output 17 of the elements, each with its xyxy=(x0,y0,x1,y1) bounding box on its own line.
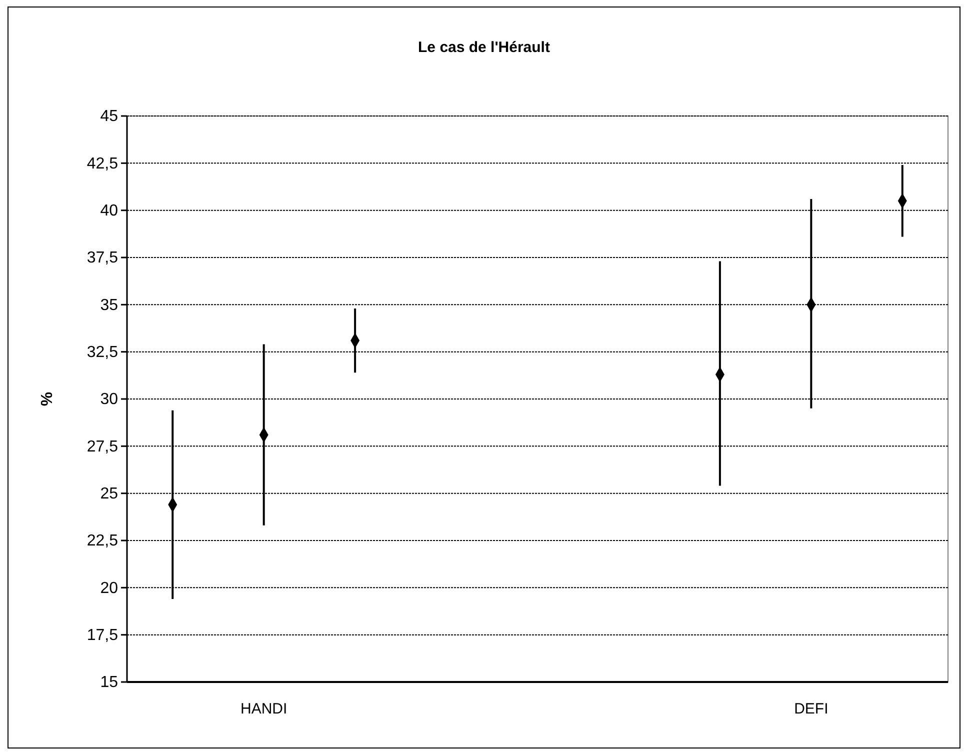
y-tick-label: 22,5 xyxy=(86,532,118,550)
y-tick-label: 30 xyxy=(100,391,118,408)
x-tick-label: DEFI xyxy=(794,700,828,718)
y-tick-label: 27,5 xyxy=(86,438,118,456)
y-tick-label: 35 xyxy=(100,296,118,314)
y-tick-label: 32,5 xyxy=(86,344,118,361)
y-axis-title: % xyxy=(39,392,56,406)
y-tick-label: 20 xyxy=(100,580,118,597)
y-tick-label: 37,5 xyxy=(86,250,118,267)
x-tick-label: HANDI xyxy=(240,700,288,718)
y-tick-label: 17,5 xyxy=(86,626,118,644)
chart-title: Le cas de l'Hérault xyxy=(418,39,550,56)
y-tick-label: 42,5 xyxy=(86,155,118,172)
y-tick-label: 25 xyxy=(100,485,118,502)
y-tick-label: 40 xyxy=(100,202,118,220)
y-tick-label: 15 xyxy=(100,674,118,692)
y-tick-label: 45 xyxy=(100,108,118,126)
